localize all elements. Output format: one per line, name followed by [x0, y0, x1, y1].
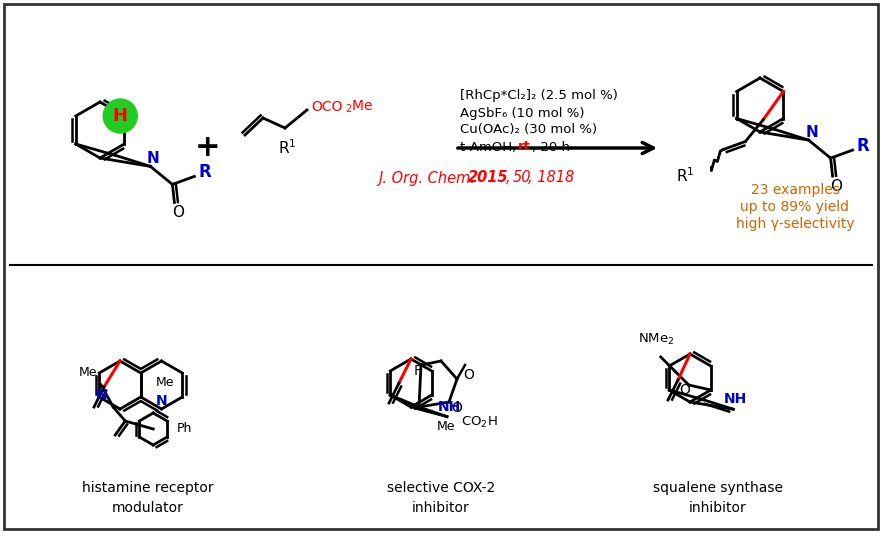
Text: NH: NH [437, 400, 460, 414]
Text: up to 89% yield: up to 89% yield [741, 200, 849, 214]
Text: O: O [679, 383, 691, 397]
Text: F: F [414, 364, 422, 378]
Text: O: O [831, 179, 842, 193]
Text: J. Org. Chem.: J. Org. Chem. [378, 171, 480, 185]
Text: , 20 h: , 20 h [532, 141, 570, 154]
Text: Me: Me [437, 421, 455, 433]
Text: selective COX-2
inhibitor: selective COX-2 inhibitor [387, 481, 495, 515]
Text: Ph: Ph [177, 423, 192, 435]
Text: , 1818: , 1818 [528, 171, 574, 185]
Text: 50: 50 [513, 171, 532, 185]
Text: histamine receptor
modulator: histamine receptor modulator [82, 481, 213, 515]
Text: CO$_2$H: CO$_2$H [461, 415, 497, 430]
Text: H: H [113, 107, 128, 125]
Text: 23 examples: 23 examples [751, 183, 840, 197]
Text: Cu(OAc)₂ (30 mol %): Cu(OAc)₂ (30 mol %) [460, 124, 597, 136]
Text: NH: NH [723, 392, 747, 406]
Text: +: + [195, 133, 220, 163]
Text: NMe$_2$: NMe$_2$ [638, 332, 674, 346]
Text: high γ-selectivity: high γ-selectivity [736, 217, 855, 231]
Text: Me: Me [155, 376, 174, 390]
Text: N: N [95, 388, 107, 402]
Circle shape [103, 99, 138, 133]
Text: N: N [805, 125, 818, 140]
Text: R$^1$: R$^1$ [278, 139, 296, 157]
Text: ,: , [506, 171, 515, 185]
Text: O: O [464, 368, 475, 382]
Text: Me: Me [78, 367, 97, 379]
Text: OCO: OCO [311, 100, 342, 114]
Text: rt: rt [518, 141, 531, 154]
Text: t-AmOH,: t-AmOH, [460, 141, 520, 154]
Text: AgSbF₆ (10 mol %): AgSbF₆ (10 mol %) [460, 107, 585, 119]
Text: R: R [198, 164, 211, 181]
Text: 2015: 2015 [468, 171, 509, 185]
Text: R: R [856, 137, 869, 155]
Text: [RhCp*Cl₂]₂ (2.5 mol %): [RhCp*Cl₂]₂ (2.5 mol %) [460, 90, 618, 102]
Text: O: O [452, 401, 462, 415]
Text: N: N [147, 151, 160, 166]
Text: R$^1$: R$^1$ [676, 166, 695, 185]
Text: $_2$Me: $_2$Me [345, 99, 373, 115]
Text: N: N [156, 394, 168, 408]
Text: squalene synthase
inhibitor: squalene synthase inhibitor [653, 481, 783, 515]
Text: O: O [172, 205, 184, 220]
